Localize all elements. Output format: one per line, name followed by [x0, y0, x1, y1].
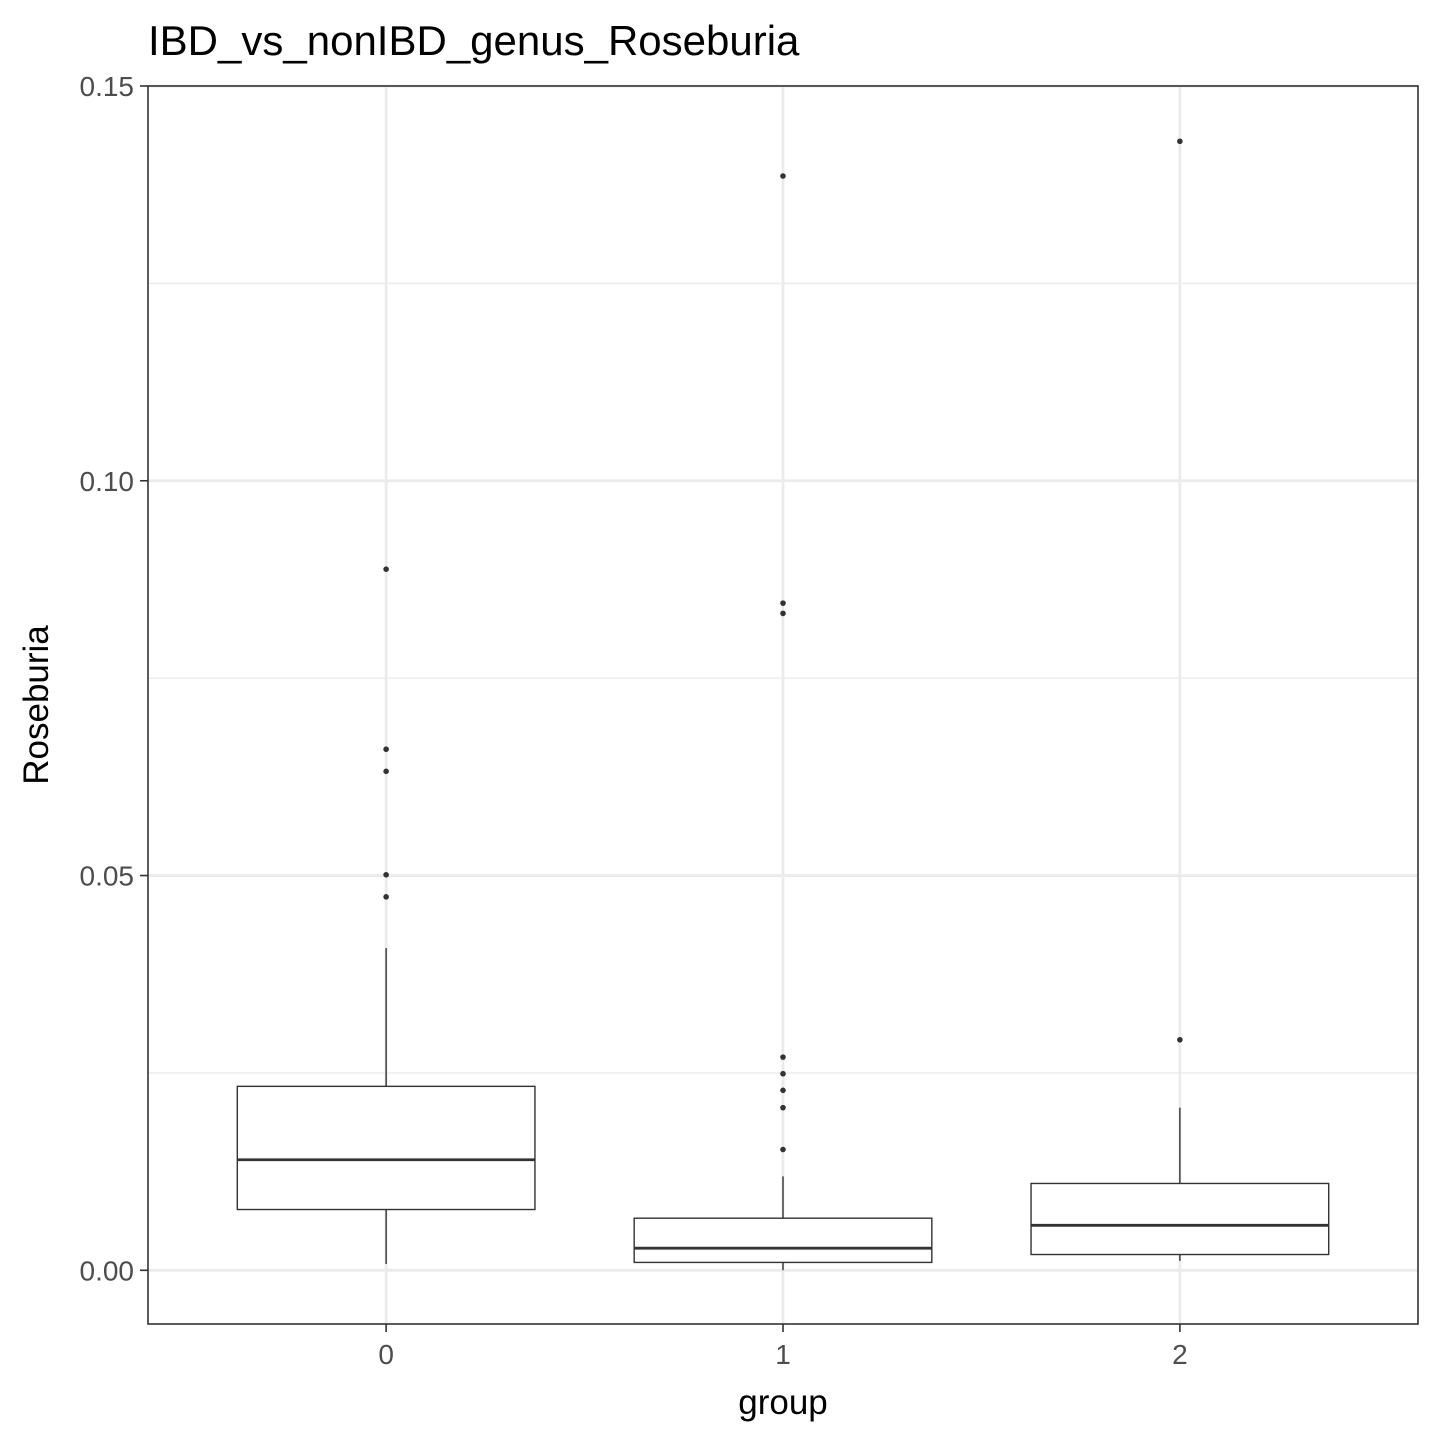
box-iqr — [236, 1085, 536, 1211]
y-tick-label: 0.15 — [80, 71, 135, 102]
outlier-point — [780, 600, 786, 606]
outlier-point — [780, 1054, 786, 1060]
outlier-point — [780, 1070, 786, 1077]
outlier-point — [780, 1087, 786, 1094]
outlier-point — [383, 871, 389, 878]
y-tick-label: 0.00 — [80, 1255, 135, 1286]
box-iqr — [1030, 1182, 1330, 1256]
y-tick-label: 0.10 — [80, 466, 135, 497]
x-tick-label: 1 — [775, 1339, 791, 1370]
outlier-point — [780, 1146, 786, 1153]
outlier-point — [383, 768, 389, 775]
y-tick-label: 0.05 — [80, 861, 135, 892]
outlier-point — [780, 173, 786, 179]
x-tick-label: 0 — [378, 1339, 394, 1370]
outlier-point — [780, 610, 786, 617]
outlier-point — [383, 566, 389, 572]
outlier-point — [1177, 138, 1183, 145]
outlier-point — [383, 894, 389, 900]
plot-area: 0.00 0.05 0.10 0.15 0 1 2 — [80, 71, 1419, 1370]
x-axis-title: group — [738, 1383, 828, 1422]
outlier-point — [383, 746, 389, 753]
outlier-point — [780, 1104, 786, 1111]
outlier-point — [1177, 1036, 1183, 1043]
box-iqr — [633, 1217, 933, 1264]
chart-title: IBD_vs_nonIBD_genus_Roseburia — [148, 17, 800, 64]
y-axis-title: Roseburia — [17, 625, 56, 785]
x-tick-label: 2 — [1172, 1339, 1188, 1370]
